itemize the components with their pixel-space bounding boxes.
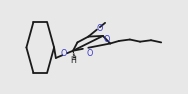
Text: H: H — [70, 56, 76, 65]
Text: O: O — [96, 24, 102, 33]
Text: O: O — [103, 35, 110, 44]
Text: O: O — [87, 49, 93, 58]
Text: O: O — [60, 49, 67, 58]
